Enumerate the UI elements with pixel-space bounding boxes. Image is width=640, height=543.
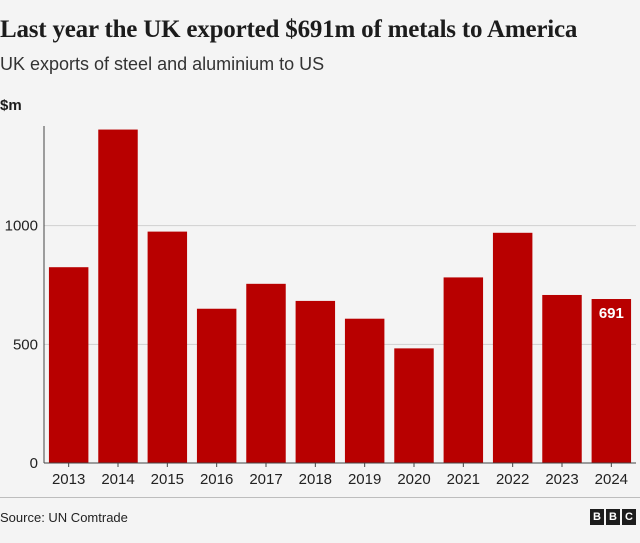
bar-2016 bbox=[196, 308, 237, 463]
bbc-logo-letter: B bbox=[590, 509, 604, 525]
x-tick-label: 2016 bbox=[200, 471, 233, 488]
bar-2020 bbox=[394, 348, 434, 463]
y-tick-label: 500 bbox=[13, 336, 38, 353]
bar-chart: 0 500 1000 2013 2014 2015 2016 2017 2018 2019 2020… bbox=[5, 126, 636, 488]
x-tick-label: 2019 bbox=[348, 471, 381, 488]
bar-2014 bbox=[98, 129, 138, 463]
x-tick-label: 2021 bbox=[447, 471, 480, 488]
bbc-logo-letter: C bbox=[622, 509, 636, 525]
bar-2022 bbox=[492, 232, 533, 463]
bbc-logo-letter: B bbox=[606, 509, 620, 525]
bar-2015 bbox=[147, 231, 188, 463]
chart-subtitle: UK exports of steel and aluminium to US bbox=[0, 54, 325, 74]
y-axis-unit-label: $m bbox=[0, 97, 22, 114]
x-tick-label: 2017 bbox=[249, 471, 282, 488]
x-tick-label: 2023 bbox=[545, 471, 578, 488]
bar-2018 bbox=[295, 300, 336, 463]
x-tick-label: 2020 bbox=[397, 471, 430, 488]
bar-2017 bbox=[246, 283, 286, 463]
bar-2013 bbox=[48, 267, 89, 463]
footer-divider bbox=[0, 497, 640, 498]
chart-title: Last year the UK exported $691m of metal… bbox=[0, 16, 578, 43]
bar-2023 bbox=[542, 294, 582, 463]
y-tick-label: 0 bbox=[30, 455, 38, 472]
bar-2021 bbox=[443, 277, 484, 463]
x-tick-label: 2013 bbox=[52, 471, 85, 488]
bar-2024 bbox=[591, 299, 632, 463]
source-note: Source: UN Comtrade bbox=[0, 510, 128, 525]
data-label-2024: 691 bbox=[599, 305, 624, 322]
x-tick-label: 2014 bbox=[101, 471, 134, 488]
bbc-logo: B B C bbox=[590, 509, 636, 525]
x-tick-label: 2024 bbox=[595, 471, 628, 488]
y-tick-label: 1000 bbox=[5, 218, 38, 235]
x-tick-label: 2018 bbox=[299, 471, 332, 488]
x-tick-label: 2015 bbox=[151, 471, 184, 488]
bar-2019 bbox=[344, 318, 385, 463]
x-tick-label: 2022 bbox=[496, 471, 529, 488]
